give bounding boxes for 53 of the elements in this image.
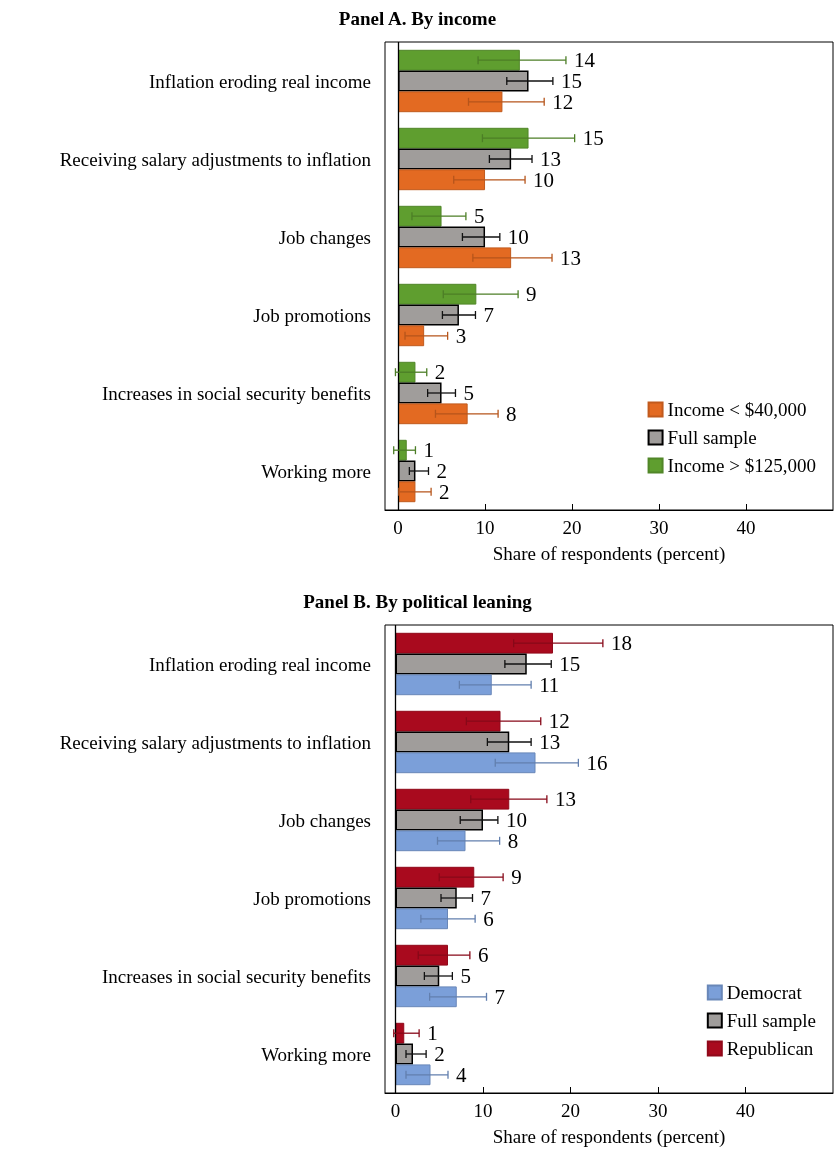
x-tick-label: 10: [475, 517, 495, 538]
y-tick-label: Working more: [261, 460, 371, 482]
x-tick-label: 20: [561, 1100, 580, 1121]
x-tick-label: 30: [648, 1100, 668, 1121]
chart-title: Panel B. By political leaning: [303, 591, 533, 612]
legend-label: Full sample: [726, 1010, 817, 1031]
y-tick-label: Increases in social security benefits: [101, 965, 371, 987]
y-tick-label: Job changes: [278, 226, 371, 248]
y-tick-label: Inflation eroding real income: [148, 653, 371, 675]
data-label: 9: [511, 865, 522, 890]
x-tick-label: 30: [649, 517, 669, 538]
legend-label: Income < $40,000: [667, 399, 807, 420]
x-tick-label: 40: [736, 517, 756, 538]
data-label: 18: [610, 631, 632, 656]
data-label: 5: [460, 964, 471, 988]
chart-title: Panel A. By income: [338, 8, 497, 29]
data-label: 4: [456, 1062, 467, 1087]
x-axis-title: Share of respondents (percent): [492, 543, 726, 565]
data-label: 7: [483, 303, 494, 327]
data-label: 2: [434, 360, 446, 385]
y-tick-label: Job promotions: [253, 887, 371, 909]
data-label: 10: [507, 225, 529, 249]
data-label: 7: [494, 984, 505, 1009]
y-tick-label: Job changes: [278, 809, 371, 831]
data-label: 13: [554, 787, 576, 812]
x-tick-label: 10: [473, 1100, 493, 1121]
data-label: 3: [455, 323, 467, 348]
x-tick-label: 40: [736, 1100, 755, 1121]
data-label: 13: [560, 245, 582, 270]
data-label: 16: [586, 750, 608, 775]
data-label: 9: [526, 282, 537, 307]
data-label: 6: [477, 943, 489, 968]
y-tick-label: Increases in social security benefits: [101, 382, 371, 404]
data-label: 15: [559, 652, 581, 676]
legend-label: Income > $125,000: [667, 455, 816, 476]
data-label: 5: [473, 204, 485, 229]
y-tick-label: Job promotions: [253, 304, 371, 326]
y-tick-label: Receiving salary adjustments to inflation: [59, 148, 372, 170]
x-tick-label: 20: [562, 517, 582, 538]
data-label: 15: [582, 126, 604, 151]
x-tick-label: 0: [393, 517, 403, 538]
x-axis-title: Share of respondents (percent): [492, 1126, 726, 1148]
data-label: 1: [423, 438, 434, 463]
data-label: 5: [463, 381, 474, 405]
legend-label: Republican: [726, 1038, 814, 1059]
y-tick-label: Working more: [261, 1043, 371, 1065]
legend-label: Democrat: [726, 982, 803, 1003]
data-label: 8: [506, 401, 517, 426]
data-label: 11: [539, 672, 560, 697]
x-tick-label: 0: [390, 1100, 401, 1121]
y-tick-label: Inflation eroding real income: [148, 70, 371, 92]
legend-label: Full sample: [667, 427, 757, 448]
y-tick-label: Receiving salary adjustments to inflation: [59, 731, 372, 753]
